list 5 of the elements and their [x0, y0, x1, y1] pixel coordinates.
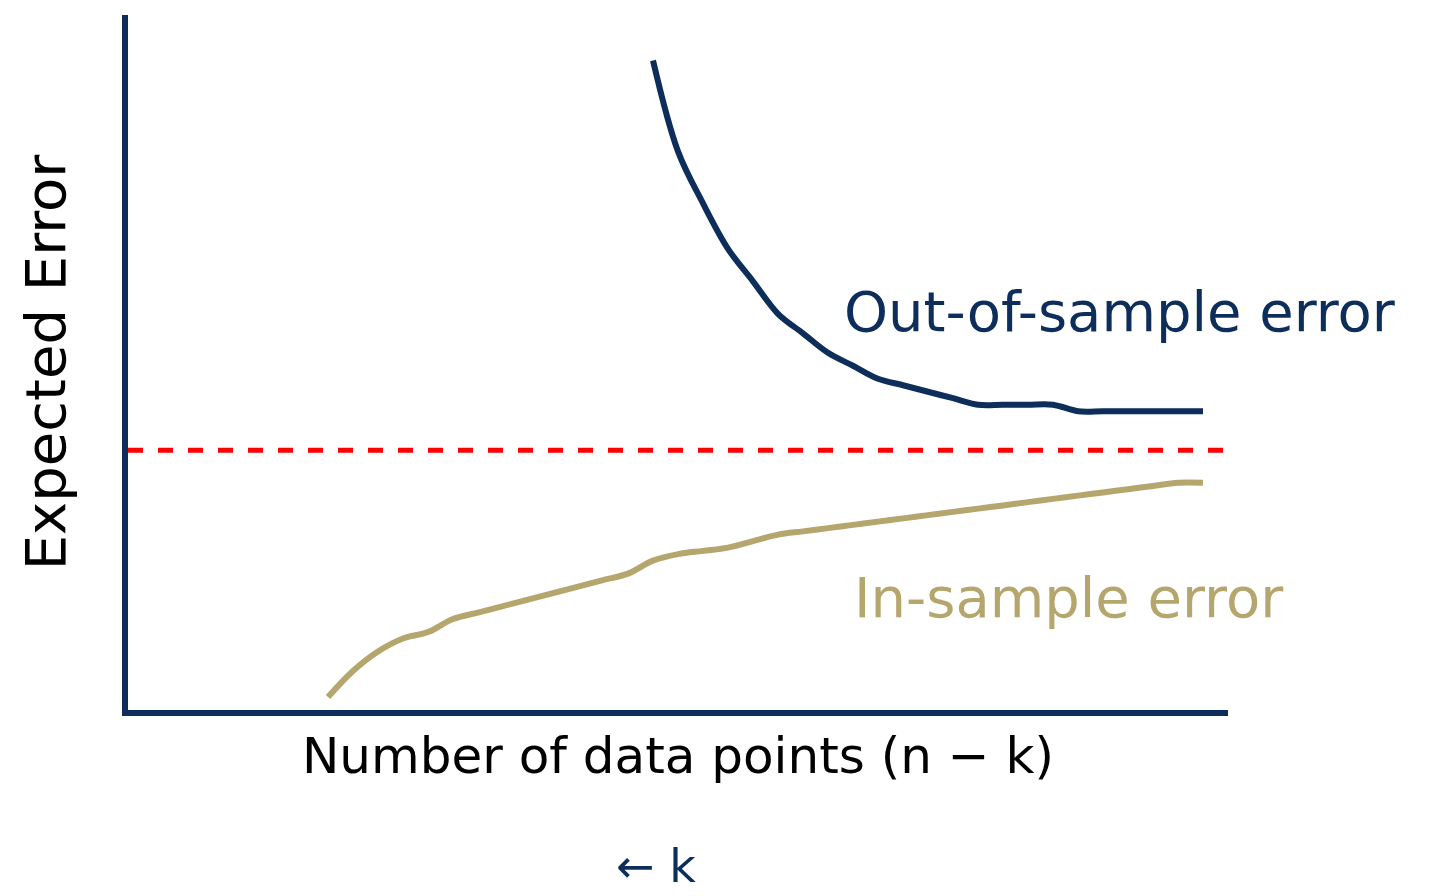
- series-label: In-sample error: [854, 565, 1285, 630]
- y-axis-title: Expected Error: [13, 153, 79, 571]
- x-axis-title: Number of data points (n − k): [301, 727, 1055, 785]
- series-label: Out-of-sample error: [844, 279, 1396, 344]
- text: ← k: [616, 839, 697, 893]
